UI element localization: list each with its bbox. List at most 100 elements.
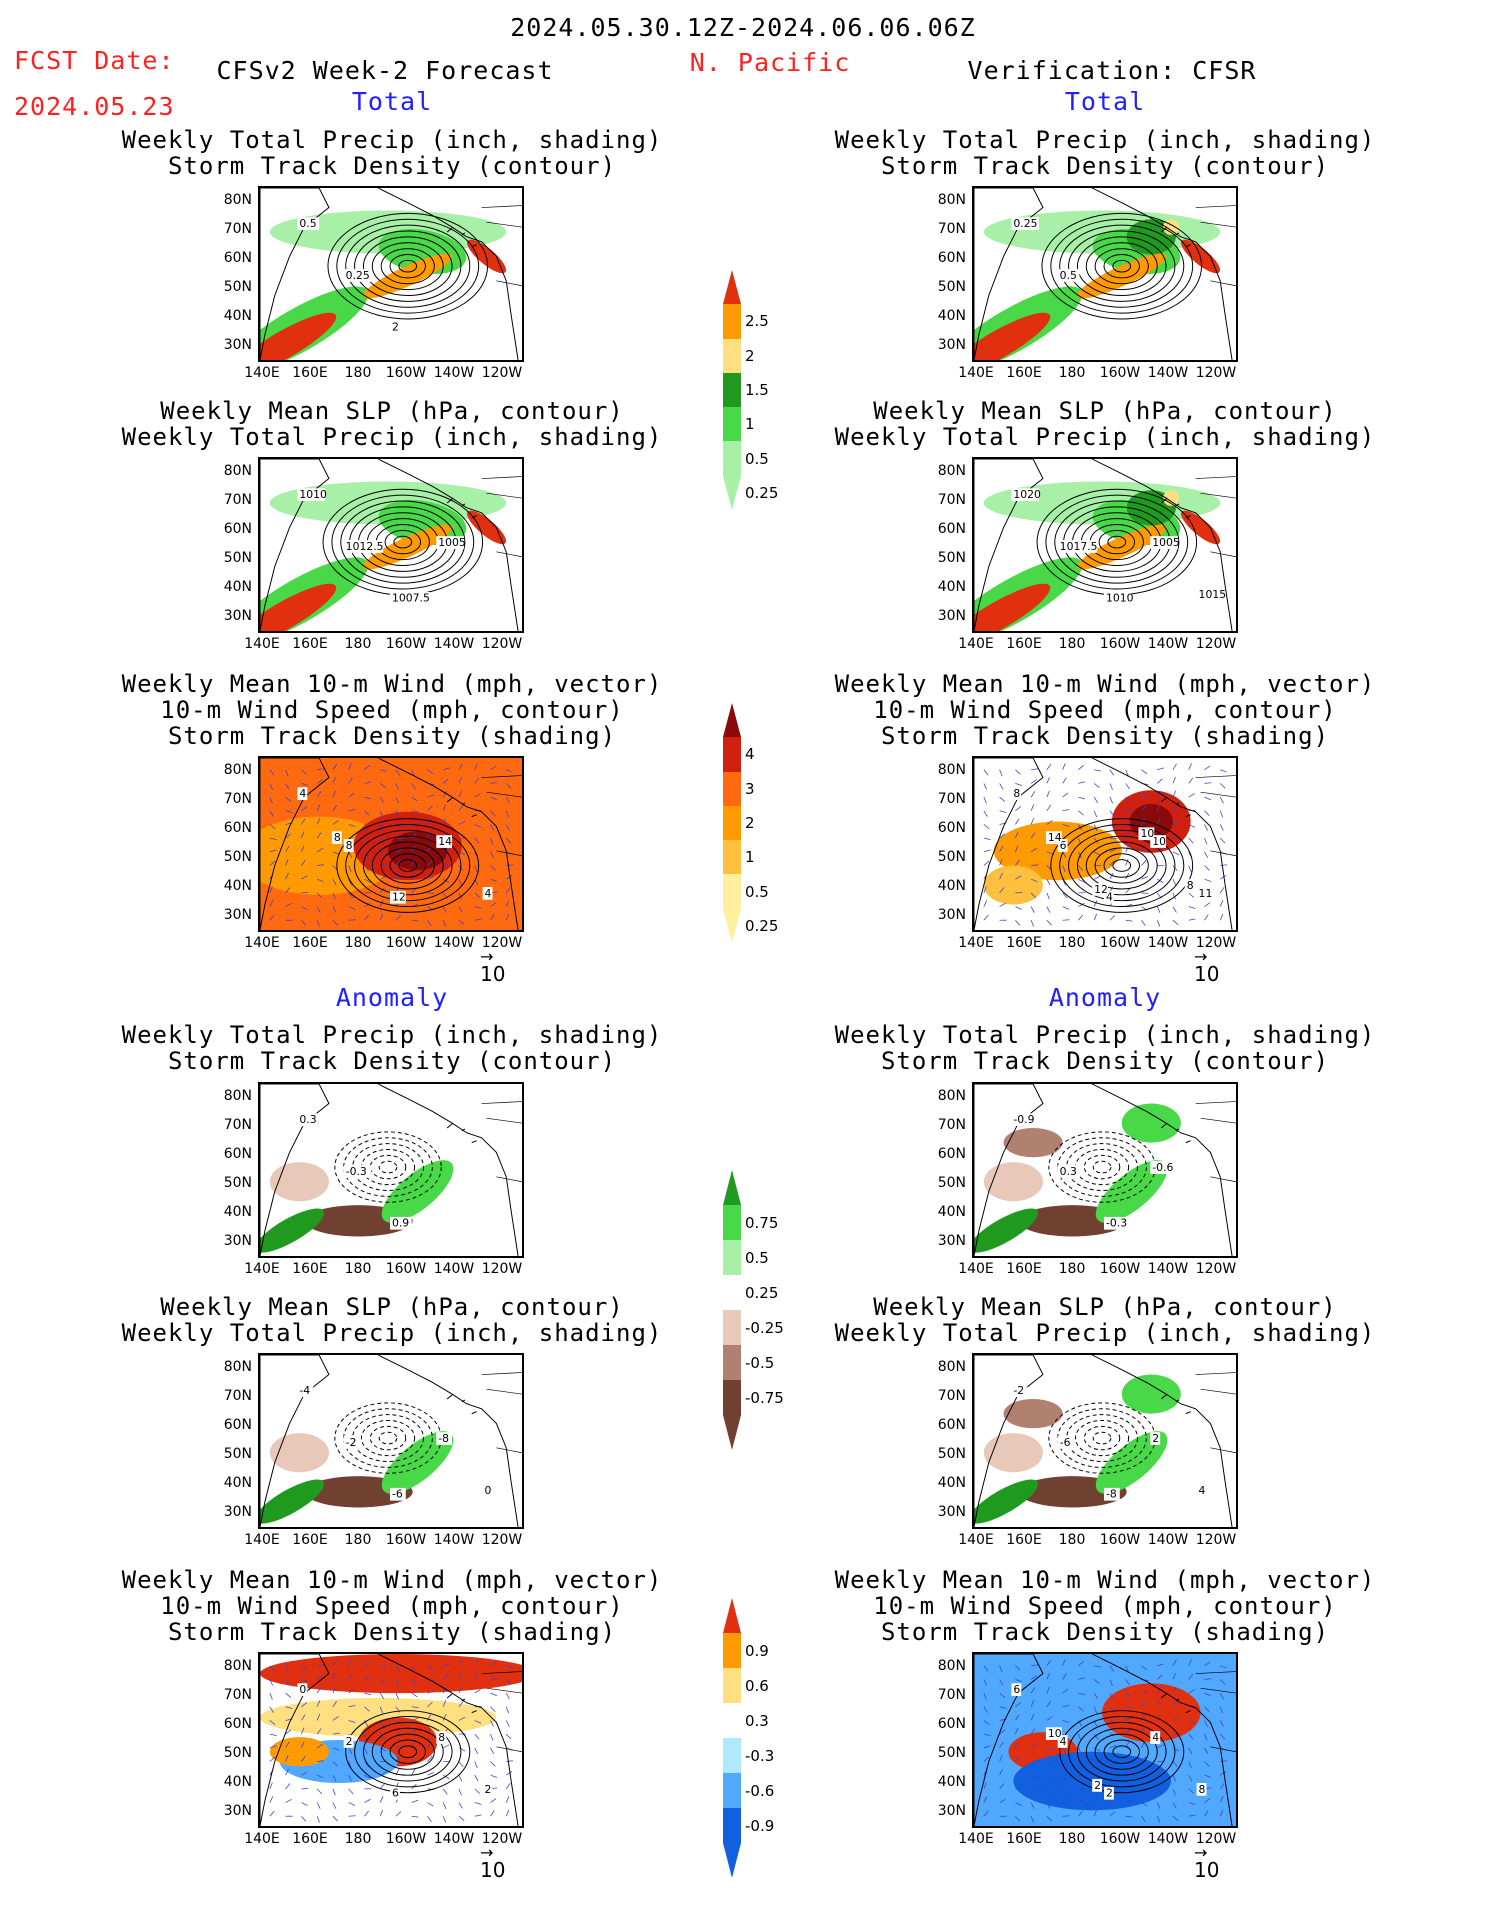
colorbar-bottom-arrow (723, 475, 741, 510)
latitude-label: 70N (937, 492, 966, 508)
latitude-label: 40N (937, 579, 966, 595)
svg-text:-0.6: -0.6 (1152, 1161, 1173, 1174)
colorbar-label: 0.5 (745, 1248, 769, 1267)
left-column-title: CFSv2 Week-2 Forecast (216, 56, 554, 85)
coastlines (974, 459, 1236, 631)
latitude-label: 80N (223, 1359, 252, 1375)
latitude-label: 60N (937, 1146, 966, 1162)
latitude-label: 70N (937, 791, 966, 807)
contour-label: 0.25 (1011, 217, 1040, 230)
colorbar-label: 2 (745, 346, 755, 365)
coastlines (260, 188, 522, 360)
svg-text:1007.5: 1007.5 (392, 592, 430, 605)
contour-label: 1015 (1196, 588, 1227, 601)
contour-label: 8 (1196, 1783, 1207, 1796)
longitude-label: 160W (385, 636, 427, 652)
svg-text:2: 2 (1094, 1779, 1101, 1792)
wind-vectors (983, 1659, 1228, 1823)
longitude-label: 160W (385, 1532, 427, 1548)
contour-label: 4 (1150, 1731, 1161, 1744)
contour-label: 6 (1057, 839, 1068, 852)
panel-title-line: Storm Track Density (contour) (167, 1047, 617, 1075)
longitude-label: 120W (1195, 1831, 1237, 1847)
track-low (983, 865, 1043, 905)
contour-lines (1050, 818, 1194, 913)
svg-text:2: 2 (346, 1735, 353, 1748)
coastlines (260, 1355, 522, 1527)
contour-label: 4 (1057, 1735, 1068, 1748)
longitude-label: 180 (344, 1261, 372, 1277)
svg-text:-6: -6 (392, 1488, 403, 1501)
colorbar-track-anom (723, 1598, 741, 1878)
region-title: N. Pacific (689, 48, 851, 77)
panel-title-line: 10-m Wind Speed (mph, contour) (873, 1592, 1337, 1620)
latitude-label: 40N (223, 308, 252, 324)
svg-text:1015: 1015 (1199, 588, 1227, 601)
map-panel: 0 2 6 8 2 (258, 1652, 524, 1828)
latitude-label: 80N (223, 1658, 252, 1674)
precip-anom-dry-north (1003, 1398, 1063, 1429)
longitude-label: 120W (481, 1261, 523, 1277)
precip-anom-wet-strong (260, 1479, 325, 1524)
map-panel: 0.25 0.5 (972, 186, 1238, 362)
longitude-label: 120W (1195, 935, 1237, 951)
svg-text:-8: -8 (1106, 1488, 1117, 1501)
latitude-label: 40N (937, 878, 966, 894)
longitude-label: 160W (1099, 636, 1141, 652)
panel-title-line: Weekly Mean SLP (hPa, contour) (160, 1293, 624, 1321)
colorbar-track-total (723, 703, 741, 943)
colorbar-label: 0.9 (745, 1641, 769, 1660)
contour-label: 6 (390, 1787, 400, 1800)
svg-text:1012.5: 1012.5 (346, 540, 384, 553)
precip-anom-dry-light (983, 1433, 1043, 1473)
wind-vectors (269, 763, 514, 927)
colorbar-label: -0.9 (745, 1816, 775, 1835)
colorbar-segment (723, 771, 741, 806)
panel-title-line: Weekly Total Precip (inch, shading) (834, 126, 1376, 154)
latitude-label: 70N (937, 1117, 966, 1133)
svg-text:14: 14 (438, 835, 452, 848)
map-panel: 6 4 2 4 8 10 2 (972, 1652, 1238, 1828)
latitude-label: 50N (223, 1745, 252, 1761)
latitude-label: 50N (937, 279, 966, 295)
contour-label: 0.3 (1057, 1165, 1080, 1178)
latitude-label: 50N (223, 279, 252, 295)
svg-text:4: 4 (485, 887, 492, 900)
panel-title-line: Weekly Total Precip (inch, shading) (121, 423, 663, 451)
contour-label: 0.5 (1057, 269, 1080, 282)
precip-heavy (260, 312, 337, 360)
colorbar-label: 4 (745, 745, 755, 764)
map-panel: 4 8 12 14 4 8 (258, 756, 524, 932)
contour-label: 0.5 (297, 217, 320, 230)
map-panel: -0.9 0.3 -0.3 -0.6 (972, 1082, 1238, 1258)
longitude-label: 120W (1195, 365, 1237, 381)
map-panel: 1010 1012.5 1007.5 1005 (258, 457, 524, 633)
latitude-label: 30N (937, 1504, 966, 1520)
latitude-label: 80N (223, 463, 252, 479)
panel-title-line: Weekly Total Precip (inch, shading) (834, 423, 1376, 451)
colorbar-segment (723, 1345, 741, 1380)
longitude-label: 180 (1058, 636, 1086, 652)
precip-anom-wet (381, 1160, 454, 1223)
longitude-label: 180 (344, 1831, 372, 1847)
latitude-label: 40N (937, 1774, 966, 1790)
contour-label: 1010 (297, 488, 327, 501)
colorbar-segment (723, 1310, 741, 1345)
contour-label: 8 (1011, 787, 1022, 800)
svg-text:8: 8 (346, 839, 353, 852)
longitude-label: 120W (481, 365, 523, 381)
left-total-label: Total (351, 87, 433, 116)
colorbar-top-arrow (723, 1170, 741, 1205)
colorbar-label: -0.6 (745, 1781, 775, 1800)
contour-lines (327, 212, 489, 320)
latitude-label: 50N (937, 849, 966, 865)
wind-vectors (269, 1659, 514, 1823)
longitude-label: 140W (1147, 1532, 1189, 1548)
svg-text:1010: 1010 (1106, 592, 1134, 605)
latitude-label: 50N (223, 550, 252, 566)
longitude-label: 160E (292, 636, 328, 652)
right-anomaly-label: Anomaly (1048, 983, 1162, 1012)
svg-text:8: 8 (1013, 787, 1020, 800)
longitude-label: 160W (385, 1831, 427, 1847)
coastlines (974, 188, 1236, 360)
